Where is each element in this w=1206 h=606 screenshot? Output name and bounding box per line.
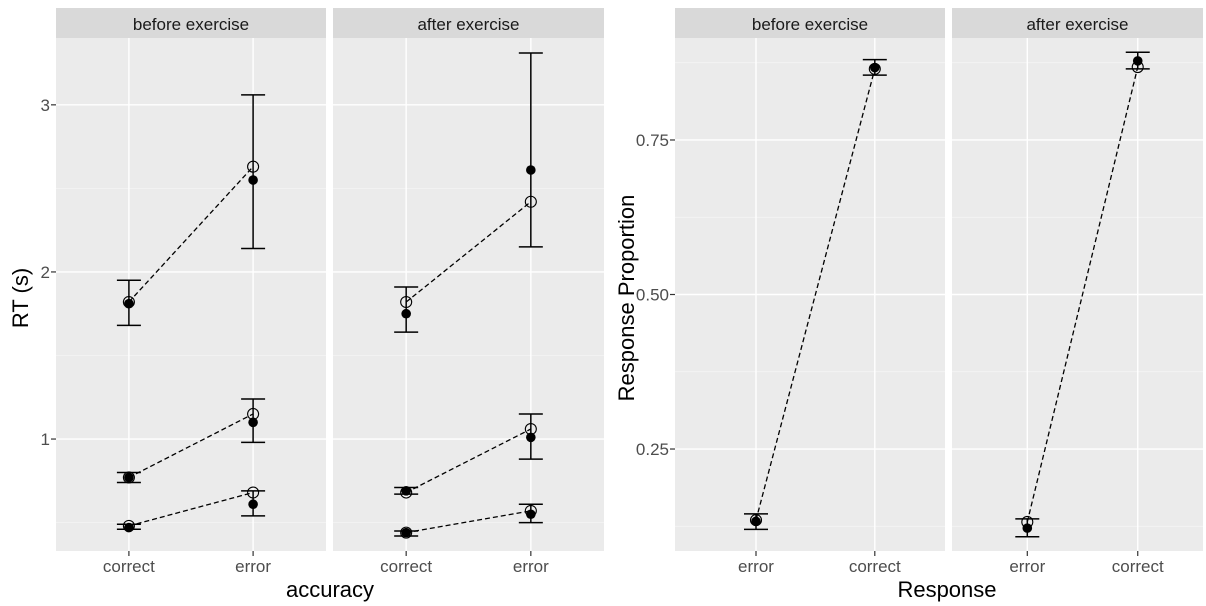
open-point bbox=[247, 160, 260, 173]
y-tick-label: 0.75 bbox=[636, 131, 669, 150]
dashed-series-line bbox=[405, 428, 532, 494]
strip-label: before exercise bbox=[752, 15, 868, 34]
strip-background bbox=[952, 8, 1203, 38]
filled-point bbox=[248, 175, 258, 185]
open-point bbox=[749, 514, 763, 527]
filled-point bbox=[526, 165, 536, 175]
open-point bbox=[400, 486, 413, 499]
open-point bbox=[122, 471, 135, 484]
x-tick-label: correct bbox=[103, 557, 155, 576]
strip-background bbox=[56, 8, 326, 38]
open-point bbox=[400, 295, 413, 309]
filled-point bbox=[248, 417, 258, 428]
filled-point bbox=[751, 516, 761, 527]
open-point bbox=[524, 422, 537, 436]
dashed-series-line bbox=[128, 413, 254, 479]
open-point bbox=[400, 526, 413, 539]
filled-point bbox=[1022, 523, 1033, 533]
x-axis-title: accuracy bbox=[286, 577, 374, 602]
x-axis-title: Response bbox=[897, 577, 996, 602]
filled-point bbox=[124, 298, 134, 309]
x-tick-label: error bbox=[738, 557, 774, 576]
panel-background bbox=[56, 38, 326, 551]
open-point bbox=[247, 407, 260, 421]
y-tick-label: 0.50 bbox=[636, 286, 669, 305]
y-tick-label: 1 bbox=[41, 430, 50, 449]
dashed-series-line bbox=[406, 510, 531, 534]
strip-label: after exercise bbox=[1026, 15, 1128, 34]
filled-point bbox=[124, 522, 134, 533]
x-tick-label: correct bbox=[380, 557, 432, 576]
dashed-series-line bbox=[405, 201, 532, 303]
strip-background bbox=[333, 8, 604, 38]
filled-point bbox=[401, 308, 411, 319]
open-point bbox=[1131, 60, 1144, 74]
rt-accuracy-plot: RT (s) accuracy 1 2 3 before exercise correc… bbox=[8, 8, 604, 602]
filled-point bbox=[401, 527, 411, 538]
strip-background bbox=[675, 8, 945, 38]
open-point bbox=[122, 295, 135, 309]
filled-point bbox=[1132, 56, 1143, 66]
response-proportion-plot: Response Proportion Response 0.25 0.50 0.7… bbox=[614, 8, 1203, 602]
open-point bbox=[524, 504, 537, 517]
dashed-series-line bbox=[128, 491, 254, 527]
panel-background bbox=[333, 38, 604, 551]
y-tick-label: 2 bbox=[41, 263, 50, 282]
dashed-series-line bbox=[128, 166, 254, 303]
y-tick-label: 0.25 bbox=[636, 440, 669, 459]
x-tick-label: error bbox=[1009, 557, 1045, 576]
y-tick-label: 3 bbox=[41, 96, 50, 115]
filled-point bbox=[401, 486, 411, 496]
x-tick-label: error bbox=[235, 557, 271, 576]
y-axis-title: RT (s) bbox=[8, 268, 33, 328]
filled-point bbox=[124, 472, 134, 483]
dashed-series-line bbox=[755, 68, 876, 521]
x-tick-label: correct bbox=[1112, 557, 1164, 576]
filled-point bbox=[526, 509, 536, 520]
strip-label: before exercise bbox=[133, 15, 249, 34]
open-point bbox=[122, 519, 135, 532]
open-point bbox=[247, 486, 260, 499]
y-axis-title: Response Proportion bbox=[614, 195, 639, 402]
strip-label: after exercise bbox=[417, 15, 519, 34]
x-tick-label: correct bbox=[849, 557, 901, 576]
x-tick-label: error bbox=[513, 557, 549, 576]
open-point bbox=[524, 195, 537, 208]
open-point bbox=[1021, 515, 1034, 529]
open-point bbox=[868, 62, 881, 75]
filled-point bbox=[248, 499, 258, 510]
dashed-series-line bbox=[1026, 66, 1139, 523]
filled-point bbox=[526, 432, 536, 443]
filled-point bbox=[870, 62, 880, 73]
